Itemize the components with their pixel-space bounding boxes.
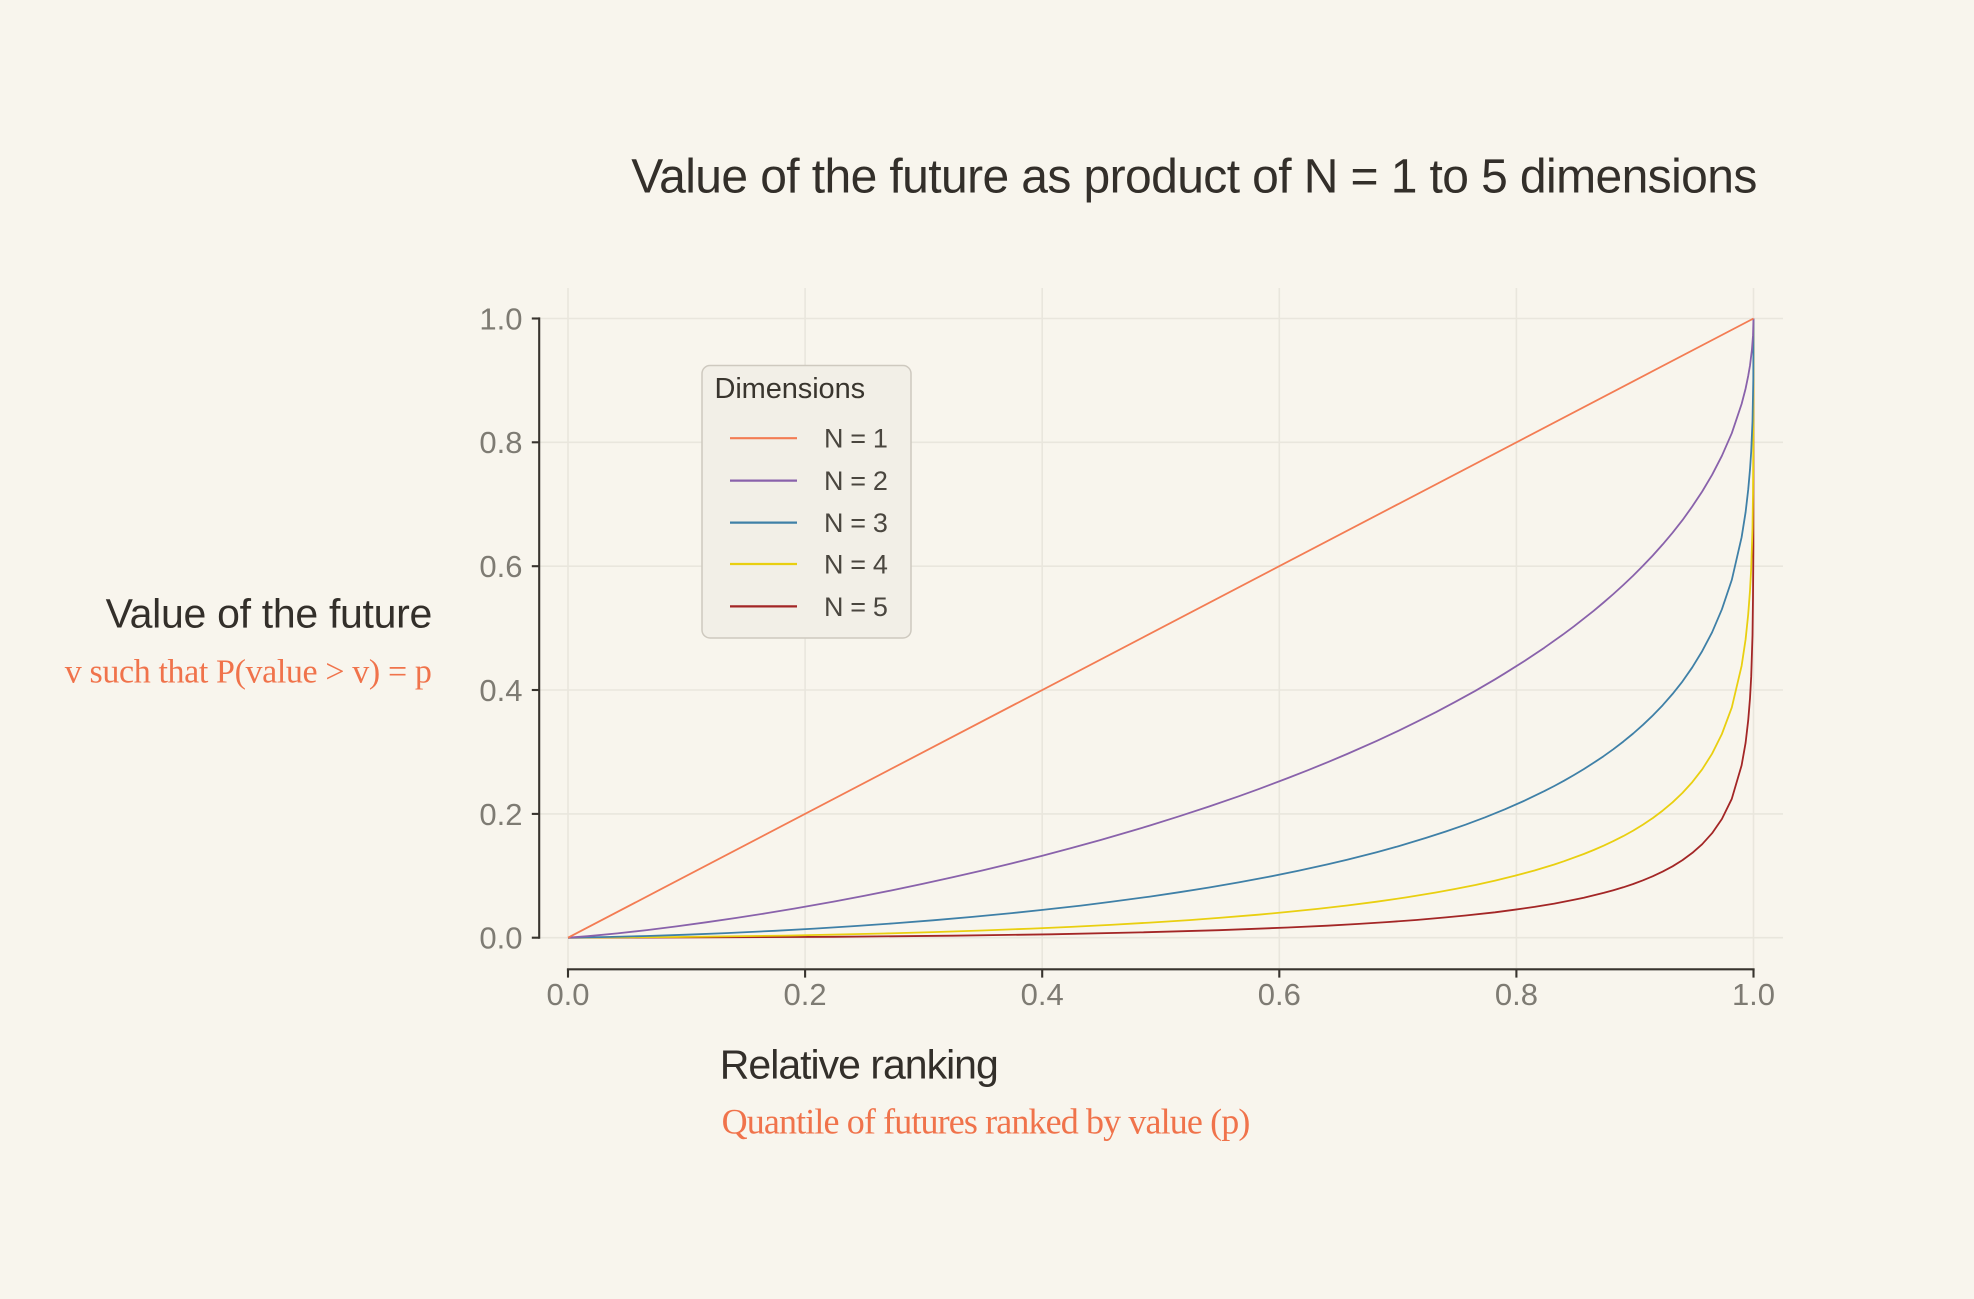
svg-text:N = 1: N = 1 [824, 424, 888, 454]
svg-text:0.2: 0.2 [479, 797, 522, 832]
svg-text:Quantile of futures ranked by: Quantile of futures ranked by value (p) [722, 1101, 1250, 1141]
svg-text:N = 5: N = 5 [824, 592, 888, 622]
svg-text:0.8: 0.8 [479, 425, 522, 460]
svg-text:1.0: 1.0 [1732, 977, 1775, 1012]
svg-text:N = 3: N = 3 [824, 508, 888, 538]
svg-text:0.6: 0.6 [1258, 977, 1301, 1012]
svg-text:0.0: 0.0 [546, 977, 589, 1012]
svg-text:0.4: 0.4 [1021, 977, 1064, 1012]
svg-text:Dimensions: Dimensions [715, 373, 866, 405]
svg-text:N = 4: N = 4 [824, 550, 888, 580]
svg-text:Value of the future as product: Value of the future as product of N = 1 … [631, 150, 1756, 203]
svg-text:0.4: 0.4 [479, 673, 522, 708]
svg-text:0.0: 0.0 [479, 921, 522, 956]
svg-text:0.2: 0.2 [784, 977, 827, 1012]
svg-text:Relative ranking: Relative ranking [720, 1042, 998, 1088]
svg-text:N = 2: N = 2 [824, 466, 888, 496]
svg-text:0.8: 0.8 [1495, 977, 1538, 1012]
svg-text:Value of the future: Value of the future [106, 591, 432, 637]
svg-text:1.0: 1.0 [479, 301, 522, 336]
svg-text:0.6: 0.6 [479, 549, 522, 584]
svg-text:v such that P(value > v) = p: v such that P(value > v) = p [65, 653, 432, 690]
